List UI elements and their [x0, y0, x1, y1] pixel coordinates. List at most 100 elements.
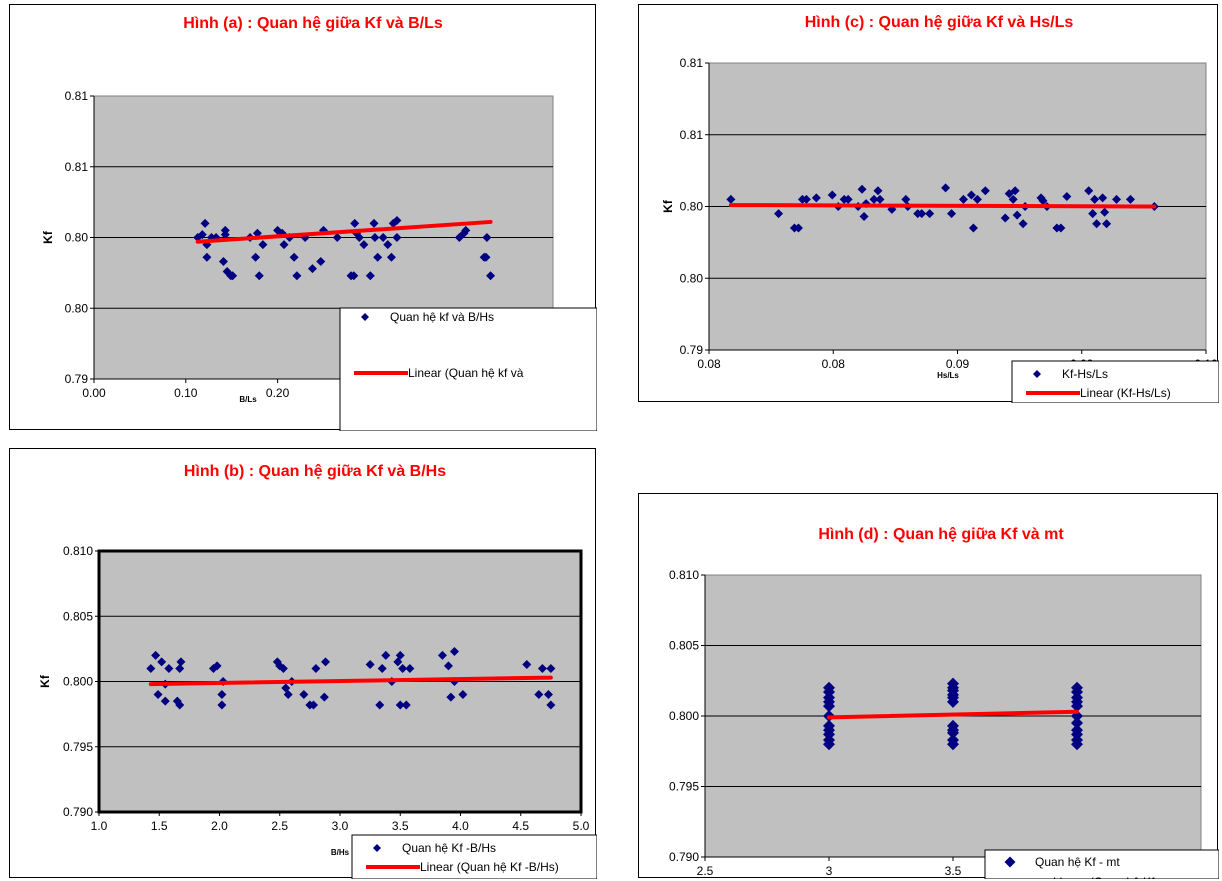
data-point — [392, 216, 402, 226]
data-point — [437, 650, 447, 660]
data-point — [251, 252, 261, 262]
y-axis-label: Kf — [661, 199, 675, 213]
data-point — [220, 225, 230, 235]
chart-c: 0.790.800.800.810.810.080.080.090.090.10… — [661, 14, 1219, 403]
data-point — [966, 190, 976, 200]
data-point — [164, 663, 174, 673]
chart-panel-c: 0.790.800.800.810.810.080.080.090.090.10… — [638, 4, 1219, 403]
trend-line — [195, 219, 493, 244]
chart-panel-a: 0.790.800.800.810.810.000.100.200.300.40… — [9, 4, 597, 431]
y-tick-label: 0.80 — [680, 271, 704, 285]
data-point — [443, 661, 453, 671]
x-tick-label: 0.08 — [697, 357, 721, 371]
x-tick-label: 1.5 — [151, 819, 168, 833]
data-point — [319, 692, 329, 702]
data-point — [299, 690, 309, 700]
legend-marker-points — [1033, 370, 1041, 378]
data-point — [1038, 196, 1048, 206]
data-point — [461, 225, 471, 235]
data-point — [482, 233, 492, 242]
legend-label-trend: Linear (Quan hệ Kf -B/Hs) — [420, 860, 559, 874]
data-point — [1084, 186, 1094, 196]
data-point — [197, 230, 207, 240]
data-point — [968, 223, 978, 233]
data-point — [823, 719, 835, 732]
data-point — [292, 271, 302, 281]
data-point — [481, 252, 491, 262]
x-axis-label: B/Hs — [331, 848, 350, 857]
y-tick-label: 0.80 — [65, 231, 89, 245]
data-point — [1012, 210, 1022, 220]
y-tick-label: 0.805 — [669, 639, 699, 653]
data-point — [875, 194, 885, 204]
y-tick-label: 0.790 — [669, 850, 699, 864]
y-tick-label: 0.810 — [669, 568, 699, 582]
y-tick-label: 0.810 — [63, 544, 93, 558]
data-point — [398, 663, 408, 673]
data-point — [774, 209, 784, 219]
legend-box — [339, 307, 597, 431]
data-point — [381, 650, 391, 660]
data-point — [308, 700, 318, 710]
y-tick-label: 0.800 — [63, 675, 93, 689]
data-point — [289, 252, 299, 262]
chart-panel-d: 0.7900.7950.8000.8050.8102.533.544.5Hình… — [638, 493, 1219, 879]
data-point — [458, 690, 468, 700]
chart-b: 0.790 0.795 0.800 0.805 0.810 1.0 1.5 2.0 2.5 3.0… — [38, 463, 597, 879]
data-point — [1056, 223, 1066, 233]
data-point — [354, 233, 364, 242]
data-point — [378, 233, 388, 242]
data-point — [395, 650, 405, 660]
data-point — [958, 194, 968, 204]
data-point — [947, 719, 959, 732]
data-point — [217, 700, 227, 710]
data-point — [383, 240, 393, 250]
data-point — [311, 663, 321, 673]
data-point — [151, 650, 161, 660]
data-point — [1092, 219, 1102, 229]
y-tick-label: 0.81 — [65, 89, 89, 103]
data-point — [258, 240, 268, 250]
legend-box — [351, 834, 597, 879]
x-tick-label: 2.0 — [211, 819, 228, 833]
legend-marker-points — [1004, 856, 1016, 868]
data-point — [947, 733, 959, 746]
data-point — [395, 700, 405, 710]
data-point — [202, 252, 212, 262]
data-point — [1125, 194, 1135, 204]
data-point — [332, 233, 342, 242]
data-point — [386, 252, 396, 262]
data-point — [1000, 213, 1010, 223]
legend-label-points: Quan hệ Kf -B/Hs — [402, 841, 496, 855]
x-tick-label: 1.0 — [91, 819, 108, 833]
data-point — [153, 690, 163, 700]
data-point — [1098, 193, 1108, 203]
data-point — [200, 218, 210, 228]
y-tick-label: 0.81 — [680, 128, 704, 142]
data-point — [283, 690, 293, 700]
data-point — [925, 209, 935, 219]
y-axis-label: Kf — [41, 230, 55, 244]
y-tick-label: 0.795 — [63, 740, 93, 754]
data-point — [726, 194, 736, 204]
data-point — [1102, 219, 1112, 229]
data-point — [405, 663, 415, 673]
data-point — [392, 233, 402, 242]
chart-title: Hình (b) : Quan hệ giữa Kf và B/Hs — [184, 463, 446, 480]
data-point — [349, 271, 359, 281]
data-point — [793, 223, 803, 233]
x-tick-label: 5.0 — [573, 819, 590, 833]
data-point — [869, 194, 879, 204]
data-point — [901, 194, 911, 204]
data-point — [212, 661, 222, 671]
data-point — [1088, 209, 1098, 219]
legend-label-points: Kf-Hs/Ls — [1062, 367, 1108, 381]
y-tick-label: 0.800 — [669, 709, 699, 723]
data-point — [279, 240, 289, 250]
data-point — [972, 194, 982, 204]
data-point — [1071, 717, 1083, 730]
data-point — [534, 690, 544, 700]
data-point — [365, 660, 375, 670]
data-point — [359, 240, 369, 250]
data-point — [160, 696, 170, 706]
